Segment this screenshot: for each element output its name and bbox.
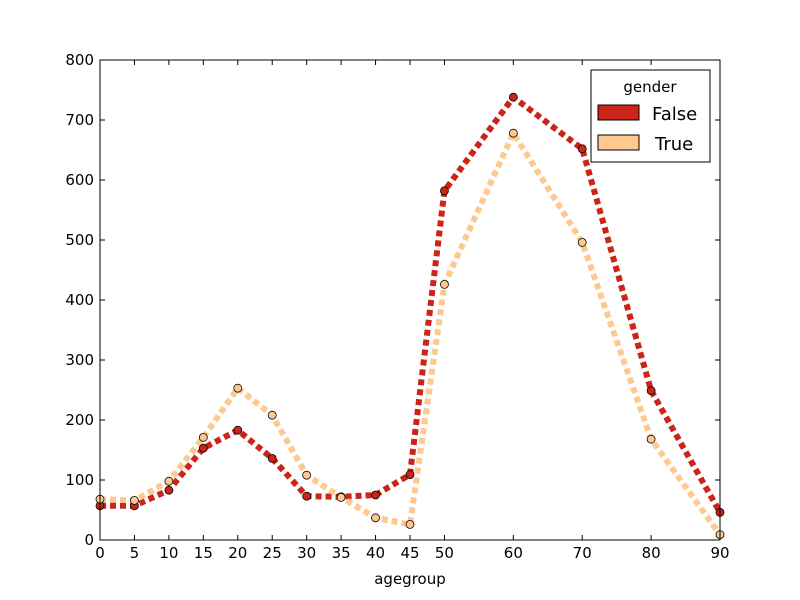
- x-tick-label: 60: [504, 544, 523, 562]
- x-tick-label: 20: [228, 544, 247, 562]
- x-axis-label: agegroup: [374, 570, 446, 588]
- data-point-true: [164, 476, 174, 486]
- data-point-false: [577, 144, 587, 154]
- x-tick-label: 80: [642, 544, 661, 562]
- axis-ticks: 0 5 10 15 20 25 30 35 40 45 50 60 70 80 90 0 100 200 300 40…: [65, 51, 729, 562]
- x-tick-label: 45: [400, 544, 419, 562]
- y-tick-label: 800: [65, 51, 94, 69]
- data-point-false: [164, 485, 174, 495]
- legend-label-false: False: [652, 104, 697, 125]
- y-tick-label: 700: [65, 111, 94, 129]
- data-point-false: [646, 386, 656, 396]
- y-tick-label: 300: [65, 351, 94, 369]
- legend-swatch-true: [597, 134, 640, 151]
- data-point-true: [405, 520, 415, 529]
- data-point-true: [130, 495, 139, 505]
- y-tick-label: 600: [65, 171, 94, 189]
- x-tick-label: 10: [159, 544, 178, 562]
- x-tick-label: 90: [710, 544, 729, 562]
- x-tick-label: 5: [130, 544, 140, 562]
- x-tick-label: 30: [297, 544, 316, 562]
- data-point-false: [371, 490, 380, 500]
- data-point-true: [233, 383, 243, 393]
- x-tick-label: 35: [332, 544, 351, 562]
- x-tick-label: 50: [435, 544, 454, 562]
- data-point-false: [405, 470, 415, 480]
- x-tick-label: 25: [263, 544, 282, 562]
- data-point-false: [440, 186, 449, 196]
- data-point-true: [302, 470, 312, 480]
- data-point-false: [233, 425, 243, 435]
- y-tick-label: 400: [65, 291, 94, 309]
- data-point-false: [267, 453, 277, 463]
- y-tick-label: 200: [65, 411, 94, 429]
- data-point-true: [440, 279, 449, 289]
- legend-swatch-false: [597, 104, 640, 121]
- data-point-true: [508, 128, 518, 138]
- legend-title: gender: [623, 78, 677, 96]
- data-point-false: [198, 443, 208, 453]
- x-tick-label: 40: [366, 544, 385, 562]
- y-tick-label: 0: [84, 531, 94, 549]
- legend-label-true: True: [654, 134, 693, 155]
- data-point-true: [267, 410, 277, 420]
- x-tick-label: 15: [194, 544, 213, 562]
- data-point-false: [302, 491, 312, 501]
- data-point-true: [577, 237, 587, 247]
- data-point-true: [646, 434, 656, 444]
- data-point-true: [198, 432, 208, 442]
- data-point-false: [508, 92, 518, 102]
- legend: gender False True: [590, 69, 711, 163]
- y-tick-label: 500: [65, 231, 94, 249]
- data-point-true: [336, 492, 346, 502]
- x-tick-label: 70: [573, 544, 592, 562]
- data-point-true: [371, 513, 380, 523]
- y-tick-label: 100: [65, 471, 94, 489]
- x-tick-label: 0: [95, 544, 105, 562]
- series-layer: [95, 92, 725, 539]
